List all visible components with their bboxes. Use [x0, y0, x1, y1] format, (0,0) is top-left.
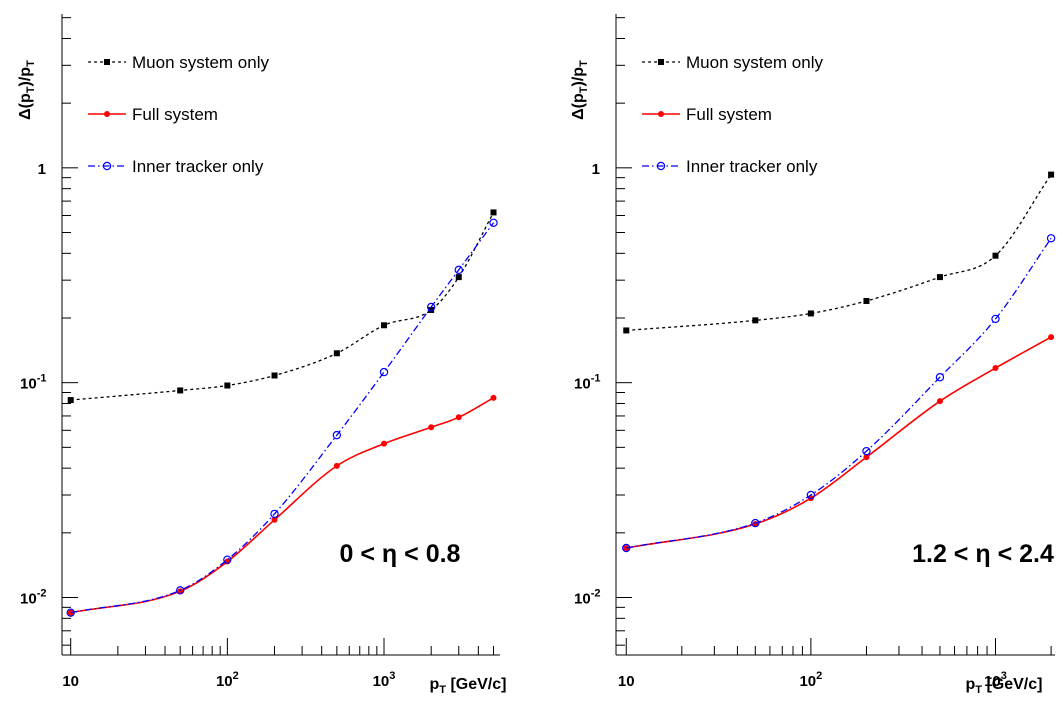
data-point [490, 209, 497, 216]
data-point [332, 430, 342, 440]
data-point [333, 350, 340, 357]
y-tick-label: 1 [592, 161, 600, 178]
x-tick-label: 102 [216, 670, 239, 690]
series-full-system [623, 334, 1055, 551]
eta-range-label: 1.2 < η < 2.4 [912, 540, 1054, 568]
y-tick-label: 10-1 [574, 373, 600, 393]
data-point [936, 398, 943, 405]
data-point [806, 490, 816, 500]
y-tick-label: 1 [38, 161, 46, 178]
data-point [428, 424, 435, 431]
y-axis-label: Δ(pT)/pT [17, 60, 37, 120]
legend-entry: Muon system only [88, 53, 269, 72]
data-point [454, 265, 463, 275]
legend-label: Inner tracker only [686, 157, 818, 176]
data-point [381, 322, 388, 329]
legend-label: Inner tracker only [132, 157, 264, 176]
data-point [863, 454, 870, 461]
data-point [752, 317, 759, 324]
series-line [70, 212, 495, 401]
x-tick-label: 10 [618, 673, 635, 690]
legend-marker [656, 161, 666, 171]
data-point [862, 446, 871, 456]
x-axis-label: pT [GeV/c] [966, 676, 1043, 696]
legend-marker [102, 161, 112, 171]
data-point [490, 394, 497, 401]
series-line [626, 174, 1052, 332]
data-point [1048, 171, 1055, 178]
data-point [379, 367, 389, 377]
data-point [992, 252, 999, 259]
data-point [992, 365, 999, 372]
series-muon-system-only [67, 209, 497, 404]
legend-label: Full system [686, 105, 772, 124]
y-axis-label: Δ(pT)/pT [570, 60, 590, 120]
legend-label: Full system [132, 105, 218, 124]
legend-entry: Inner tracker only [642, 157, 818, 176]
legend-entry: Inner tracker only [88, 157, 264, 176]
legend-entry: Full system [88, 105, 218, 124]
eta-range-label: 0 < η < 0.8 [340, 540, 461, 568]
data-point [623, 327, 630, 334]
data-point [223, 555, 232, 564]
series-muon-system-only [623, 171, 1055, 334]
data-point [622, 543, 631, 553]
data-point [455, 414, 462, 421]
series-line [626, 336, 1052, 549]
legend-label: Muon system only [132, 53, 269, 72]
data-point [991, 314, 1000, 324]
y-tick-label: 10-2 [20, 588, 46, 608]
legend-marker [658, 59, 664, 65]
data-point [175, 586, 185, 595]
x-tick-label: 103 [984, 670, 1007, 690]
x-tick-label: 103 [373, 670, 396, 690]
data-point [224, 382, 231, 389]
x-tick-label: 102 [799, 670, 822, 690]
data-point [751, 518, 760, 528]
legend-marker [658, 111, 664, 117]
series-line [626, 237, 1052, 549]
series-inner-tracker-only [66, 218, 498, 617]
data-point [428, 306, 435, 313]
data-point [455, 274, 462, 281]
data-point [489, 218, 498, 227]
data-point [271, 372, 278, 379]
data-point [333, 462, 340, 469]
x-axis-label: pT [GeV/c] [430, 676, 507, 696]
y-tick-label: 10-1 [20, 373, 46, 393]
series-line [70, 222, 495, 614]
data-point [807, 310, 814, 317]
data-point [271, 516, 278, 523]
legend-marker [104, 111, 110, 117]
series-inner-tracker-only [622, 234, 1056, 553]
series-full-system [67, 394, 497, 616]
data-point [381, 440, 388, 447]
chart-panel-1: 10 102 103 10-2 10-1 1 pT [GeV/c] Δ(pT)/pT Muon … [17, 14, 506, 696]
x-tick-label: 10 [62, 673, 79, 690]
legend-entry: Full system [642, 105, 772, 124]
data-point [426, 302, 436, 312]
data-point [270, 509, 279, 519]
data-point [67, 397, 74, 404]
legend-entry: Muon system only [642, 53, 823, 72]
data-point [1046, 234, 1056, 243]
chart-panel-2: 10 102 103 10-2 10-1 1 pT [GeV/c] Δ(pT)/pT Muon … [570, 14, 1056, 696]
data-point [936, 274, 943, 281]
data-point [935, 373, 945, 382]
data-point [66, 608, 75, 617]
legend-marker [104, 59, 110, 65]
legend-label: Muon system only [686, 53, 823, 72]
y-tick-label: 10-2 [574, 588, 600, 608]
data-point [67, 609, 74, 616]
data-point [177, 588, 184, 595]
data-point [177, 387, 184, 394]
data-point [863, 297, 870, 304]
data-point [1048, 334, 1055, 341]
